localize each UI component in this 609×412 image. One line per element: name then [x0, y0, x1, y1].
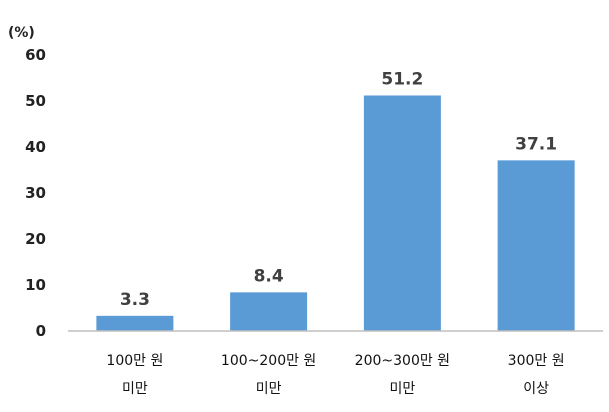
data-label: 3.3	[120, 290, 150, 310]
data-label: 51.2	[381, 69, 423, 89]
bar	[230, 292, 308, 331]
bar	[363, 95, 441, 331]
x-category-label: 이상	[523, 381, 549, 397]
bar	[96, 315, 174, 331]
x-category-label: 미만	[256, 381, 282, 397]
data-labels: 3.3 8.4 51.2 37.1	[120, 69, 557, 309]
x-category-label: 미만	[389, 381, 415, 397]
data-label: 37.1	[515, 134, 557, 154]
y-tick-label: 30	[25, 184, 46, 202]
y-axis-unit-label: (%)	[8, 25, 35, 41]
x-category-label: 100~200만 원	[221, 353, 316, 369]
x-category-label: 100만 원	[106, 353, 163, 369]
x-category-label: 300만 원	[508, 353, 565, 369]
bar	[497, 160, 575, 331]
x-category-label: 미만	[122, 381, 148, 397]
y-tick-label: 60	[25, 46, 46, 64]
x-category-label: 200~300만 원	[355, 353, 450, 369]
y-tick-label: 40	[25, 138, 46, 156]
x-axis-labels: 100만 원미만 100~200만 원미만 200~300만 원미만 300만 원이상	[106, 353, 564, 397]
y-tick-label: 50	[25, 92, 46, 110]
y-tick-label: 20	[25, 230, 46, 248]
y-axis-ticks: 0 10 20 30 40 50 60	[25, 46, 46, 340]
data-label: 8.4	[254, 266, 284, 286]
y-tick-label: 10	[25, 276, 46, 294]
bars	[96, 95, 575, 331]
y-tick-label: 0	[36, 322, 46, 340]
